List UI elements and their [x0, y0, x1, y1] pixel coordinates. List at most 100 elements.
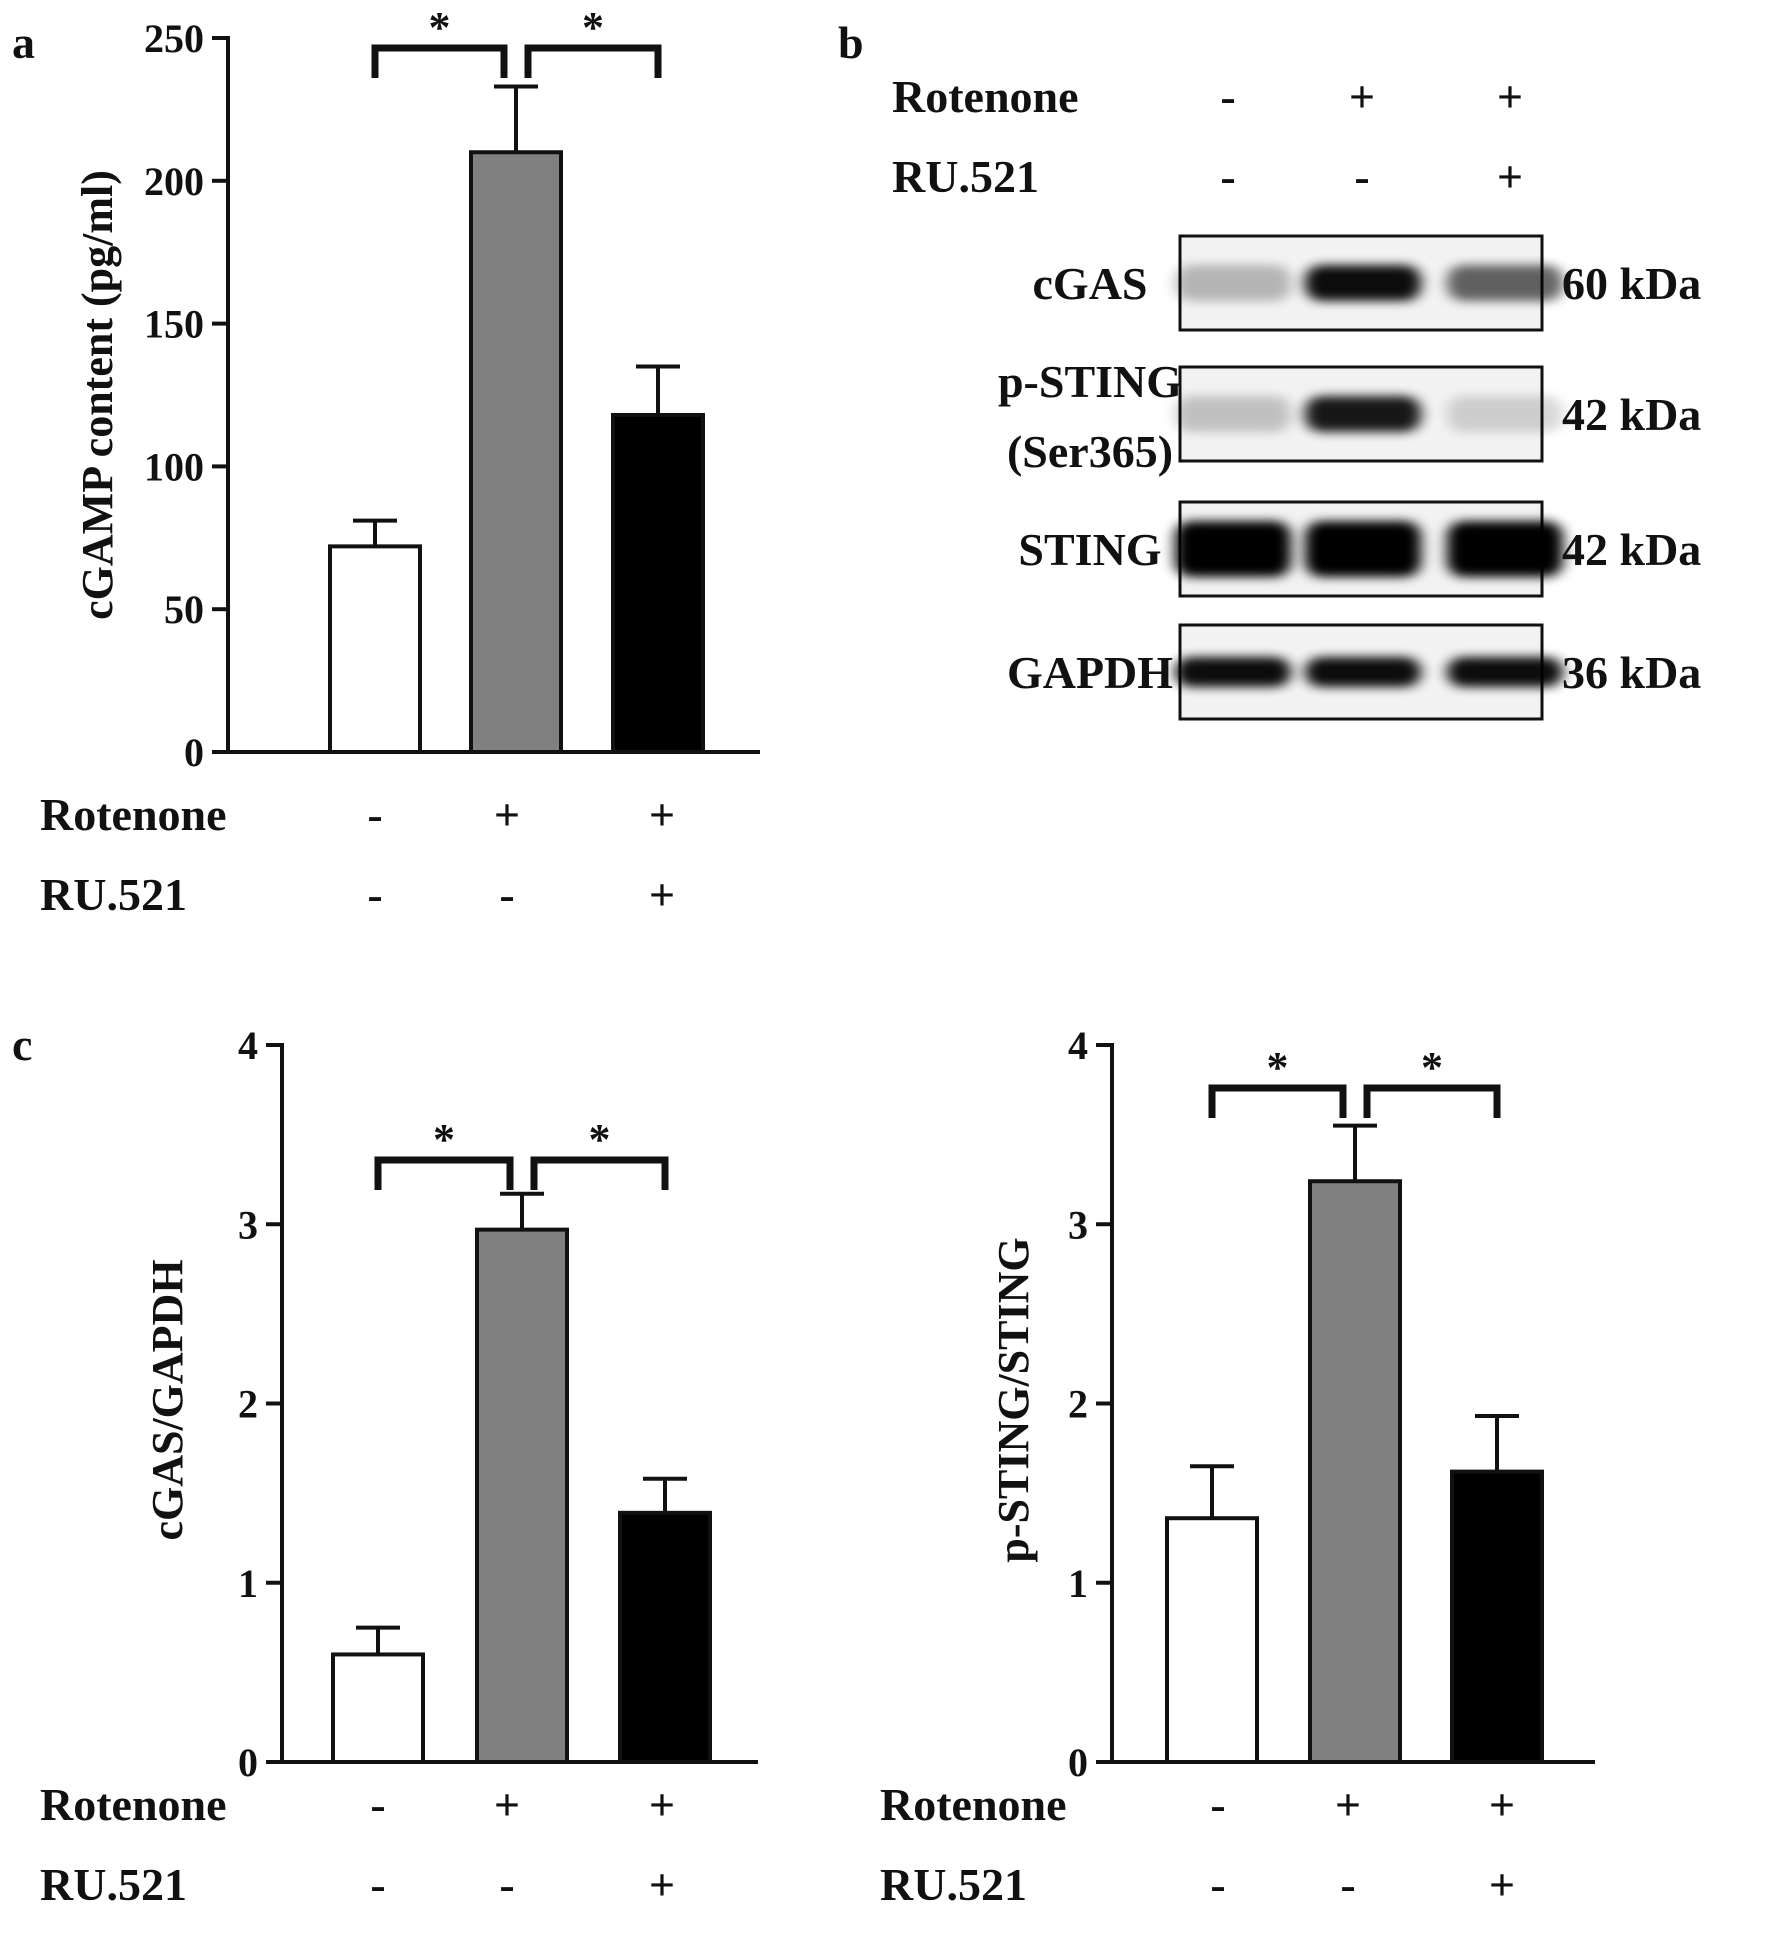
- y-axis-title: cGAMP content (pg/ml): [73, 170, 122, 620]
- y-tick-label: 200: [144, 159, 204, 204]
- bar: [475, 1227, 569, 1764]
- condition-mark: -: [1210, 1859, 1225, 1910]
- panel-label-a: a: [12, 17, 35, 68]
- condition-mark: -: [370, 1779, 385, 1830]
- y-tick-label: 100: [144, 444, 204, 489]
- condition-mark: +: [649, 789, 675, 840]
- blot-condition-label-row1: Rotenone: [892, 71, 1079, 122]
- chart-panel-a: 0 50 100 150 200 250 cGAMP content (pg/ml) * * Ro…: [40, 3, 760, 920]
- blot-row-label: cGAS: [1033, 258, 1148, 309]
- significance-bracket: [374, 1156, 514, 1190]
- significance-star: *: [1267, 1043, 1289, 1092]
- significance-star: *: [429, 3, 451, 52]
- condition-mark: +: [494, 1779, 520, 1830]
- condition-mark: -: [499, 869, 514, 920]
- y-tick-label: 1: [238, 1561, 258, 1606]
- condition-label-row1: Rotenone: [40, 789, 227, 840]
- blot-size-label: 42 kDa: [1562, 524, 1701, 575]
- bar: [331, 1652, 425, 1764]
- blot-row-label: STING: [1018, 524, 1161, 575]
- significance-bracket: [1208, 1084, 1347, 1118]
- y-tick-label: 150: [144, 302, 204, 347]
- bar: [1308, 1179, 1402, 1764]
- condition-mark: +: [1335, 1779, 1361, 1830]
- y-tick-label: 250: [144, 16, 204, 61]
- significance-star: *: [433, 1115, 455, 1164]
- blot-band: [1447, 657, 1563, 687]
- blot-band: [1447, 396, 1563, 432]
- panel-label-b: b: [838, 17, 864, 68]
- y-tick-label: 2: [238, 1382, 258, 1427]
- condition-mark: -: [1210, 1779, 1225, 1830]
- condition-mark: +: [649, 1779, 675, 1830]
- blot-condition-label-row2: RU.521: [892, 151, 1039, 202]
- blot-size-label: 36 kDa: [1562, 647, 1701, 698]
- blot-band: [1305, 265, 1421, 301]
- blot-band: [1447, 521, 1563, 577]
- condition-mark: +: [494, 789, 520, 840]
- condition-mark: -: [370, 1859, 385, 1910]
- condition-mark: -: [499, 1859, 514, 1910]
- panel-label-c: c: [12, 1019, 32, 1070]
- blot-row-label: GAPDH: [1007, 647, 1173, 698]
- blot-size-label: 60 kDa: [1562, 258, 1701, 309]
- blot-condition-mark: -: [1354, 151, 1369, 202]
- y-axis-title: cGAS/GAPDH: [143, 1259, 192, 1540]
- bar: [328, 544, 422, 754]
- blot-row-label-sub: (Ser365): [1007, 426, 1173, 477]
- condition-label-row2: RU.521: [880, 1859, 1027, 1910]
- blot-band: [1175, 657, 1291, 687]
- bar: [1450, 1469, 1544, 1764]
- bar: [469, 150, 563, 755]
- condition-mark: -: [367, 789, 382, 840]
- blot-band: [1175, 265, 1291, 301]
- y-tick-label: 50: [164, 587, 204, 632]
- significance-bracket: [371, 44, 508, 78]
- significance-bracket: [524, 44, 662, 78]
- blot-condition-mark: +: [1497, 151, 1523, 202]
- blot-band: [1175, 396, 1291, 432]
- blot-condition-mark: +: [1497, 71, 1523, 122]
- blot-row-label: p-STING: [998, 356, 1182, 407]
- blot-size-label: 42 kDa: [1562, 389, 1701, 440]
- y-tick-label: 4: [238, 1023, 258, 1068]
- y-tick-label: 1: [1068, 1561, 1088, 1606]
- significance-star: *: [589, 1115, 611, 1164]
- western-blot-panel-b: Rotenone - + + RU.521 - - + cGAS 60 kDa p-STING (Se…: [892, 71, 1701, 721]
- condition-label-row2: RU.521: [40, 869, 187, 920]
- condition-label-row1: Rotenone: [40, 1779, 227, 1830]
- condition-mark: +: [1489, 1859, 1515, 1910]
- bar: [611, 412, 705, 754]
- significance-star: *: [582, 3, 604, 52]
- condition-mark: +: [649, 1859, 675, 1910]
- y-tick-label: 0: [238, 1740, 258, 1785]
- blot-condition-mark: -: [1220, 151, 1235, 202]
- chart-panel-c-left: 0 1 2 3 4 cGAS/GAPDH * * Rotenone - + + RU.521 - - +: [40, 1023, 758, 1910]
- y-tick-label: 0: [184, 730, 204, 775]
- y-tick-label: 3: [1068, 1202, 1088, 1247]
- significance-bracket: [1363, 1084, 1501, 1118]
- blot-condition-mark: +: [1349, 71, 1375, 122]
- y-tick-label: 4: [1068, 1023, 1088, 1068]
- blot-band: [1305, 521, 1421, 577]
- blot-band: [1447, 265, 1563, 301]
- condition-label-row2: RU.521: [40, 1859, 187, 1910]
- y-tick-label: 2: [1068, 1382, 1088, 1427]
- blot-band: [1305, 396, 1421, 432]
- significance-bracket: [530, 1156, 669, 1190]
- blot-condition-mark: -: [1220, 71, 1235, 122]
- blot-band: [1175, 521, 1291, 577]
- condition-mark: -: [1340, 1859, 1355, 1910]
- significance-star: *: [1421, 1043, 1443, 1092]
- condition-mark: -: [367, 869, 382, 920]
- y-axis-title: p-STING/STING: [989, 1237, 1038, 1562]
- blot-band: [1305, 657, 1421, 687]
- y-tick-label: 0: [1068, 1740, 1088, 1785]
- condition-mark: +: [1489, 1779, 1515, 1830]
- condition-mark: +: [649, 869, 675, 920]
- bar: [1165, 1516, 1259, 1764]
- bar: [618, 1510, 712, 1765]
- condition-label-row1: Rotenone: [880, 1779, 1067, 1830]
- y-tick-label: 3: [238, 1202, 258, 1247]
